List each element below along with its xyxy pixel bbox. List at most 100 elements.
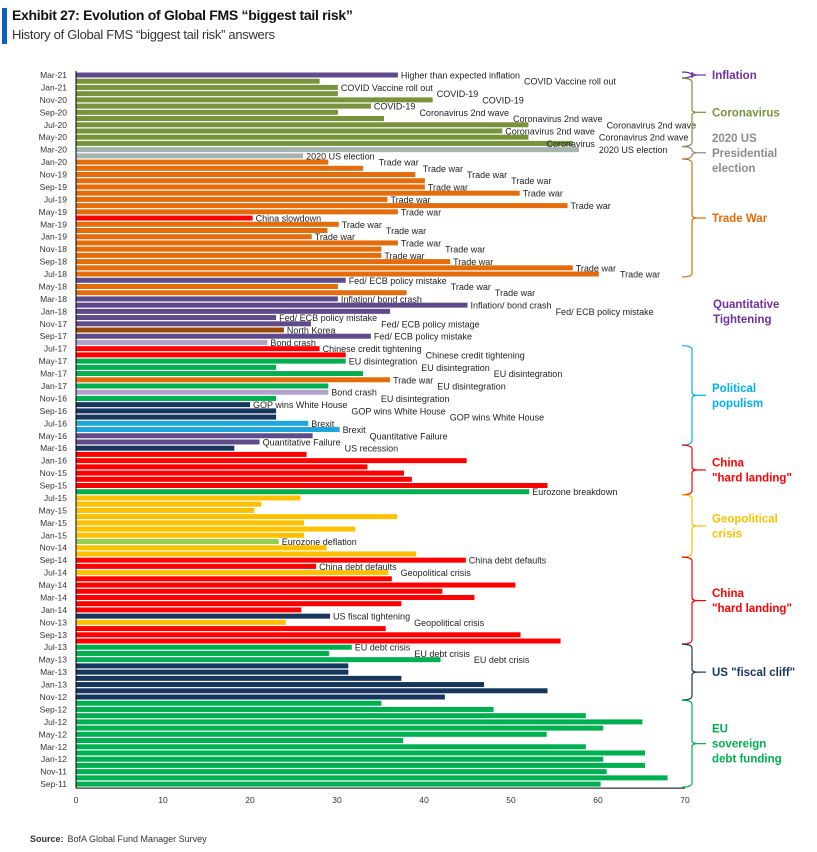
group-bracket xyxy=(681,444,699,496)
y-tick-label: Jan-14 xyxy=(41,605,67,615)
bar-dec-17 xyxy=(76,315,277,321)
bar-label: China debt defaults xyxy=(319,562,397,572)
bar-jun-18 xyxy=(76,277,346,283)
bar-label: Fed/ ECB policy mistake xyxy=(556,307,654,317)
y-tick-label: Jul-18 xyxy=(44,269,67,279)
group-label: Political xyxy=(712,383,756,395)
group-label: Geopolitical xyxy=(712,513,778,525)
bar-may-15 xyxy=(76,507,255,513)
bar-dec-15 xyxy=(76,464,368,470)
y-tick-label: Sep-16 xyxy=(40,406,68,416)
y-tick-label: Jan-12 xyxy=(41,754,67,764)
group-label: Tightening xyxy=(713,314,772,326)
bar-label: Brexit xyxy=(343,425,367,435)
group-label: EU xyxy=(712,724,728,736)
bar-aug-15 xyxy=(76,489,530,495)
bar-dec-13 xyxy=(76,613,331,619)
bar-label: Coronavirus 2nd wave xyxy=(599,133,689,143)
bar-label: Fed/ ECB policy mistake xyxy=(349,276,447,286)
bar-apr-20 xyxy=(76,140,573,146)
bar-label: COVID-19 xyxy=(482,95,524,105)
y-tick-label: Jul-14 xyxy=(44,568,67,578)
bar-dec-16 xyxy=(76,389,329,395)
bar-oct-16 xyxy=(76,402,250,408)
group-label: Inflation xyxy=(712,70,757,82)
y-tick-label: Nov-15 xyxy=(40,468,68,478)
bar-label: EU disintegration xyxy=(494,369,563,379)
bar-label: Trade war xyxy=(576,263,616,273)
bar-label: COVID Vaccine roll out xyxy=(524,77,616,87)
x-tick-label: 40 xyxy=(419,795,429,805)
group-bracket xyxy=(681,494,699,558)
x-tick-label: 10 xyxy=(158,795,168,805)
title-accent-bar xyxy=(2,8,7,44)
bar-label: Trade war xyxy=(453,257,493,267)
bar-oct-18 xyxy=(76,252,382,258)
y-tick-label: Jul-12 xyxy=(44,717,67,727)
bar-jul-16 xyxy=(76,420,309,426)
group-bracket xyxy=(681,699,699,788)
y-tick-label: Nov-20 xyxy=(40,95,68,105)
chart-title: Exhibit 27: Evolution of Global FMS “big… xyxy=(12,7,353,23)
bar-label: Brexit xyxy=(311,419,335,429)
y-tick-label: Nov-18 xyxy=(40,244,68,254)
bar-label: GOP wins White House xyxy=(351,406,445,416)
group-bracket xyxy=(681,71,699,79)
bar-nov-17 xyxy=(76,321,311,327)
bar-feb-15 xyxy=(76,526,356,532)
bar-may-20 xyxy=(76,134,529,140)
bar-dec-20 xyxy=(76,91,338,97)
y-tick-label: Sep-20 xyxy=(40,107,68,117)
bar-may-17 xyxy=(76,358,346,364)
bar-jan-13 xyxy=(76,682,485,688)
bar-nov-11 xyxy=(76,769,607,775)
group-label: Coronavirus xyxy=(712,107,780,119)
group-label: "hard landing" xyxy=(712,472,792,484)
bar-sep-17 xyxy=(76,333,371,339)
bar-aug-12 xyxy=(76,713,586,719)
y-tick-label: Jul-13 xyxy=(44,642,67,652)
bar-apr-19 xyxy=(76,215,253,221)
bar-apr-15 xyxy=(76,514,398,520)
bar-label: Eurozone deflation xyxy=(282,537,357,547)
y-tick-label: Nov-13 xyxy=(40,617,68,627)
y-tick-label: Jul-16 xyxy=(44,418,67,428)
bar-jul-17 xyxy=(76,346,320,352)
y-tick-label: Mar-14 xyxy=(40,592,67,602)
bar-sep-16 xyxy=(76,408,277,414)
y-tick-label: Sep-14 xyxy=(40,555,68,565)
y-tick-label: Jan-21 xyxy=(41,82,67,92)
bar-label: Trade war xyxy=(620,270,660,280)
bar-label: Trade war xyxy=(423,164,463,174)
bar-label: China slowdown xyxy=(256,214,322,224)
x-tick-label: 50 xyxy=(506,795,516,805)
bar-mar-20 xyxy=(76,147,579,153)
group-label: Quantitative xyxy=(713,299,779,311)
bar-may-16 xyxy=(76,433,313,439)
bar-jun-13 xyxy=(76,650,330,656)
x-tick-label: 70 xyxy=(680,795,690,805)
bar-label: Eurozone breakdown xyxy=(532,487,617,497)
bar-label: EU disintegration xyxy=(381,394,450,404)
bar-jan-14 xyxy=(76,607,302,613)
y-tick-label: Jul-20 xyxy=(44,120,67,130)
bar-label: Trade war xyxy=(379,158,419,168)
y-tick-label: Mar-15 xyxy=(40,518,67,528)
bar-nov-20 xyxy=(76,97,433,103)
bar-label: Chinese credit tightening xyxy=(426,350,525,360)
bar-label: GOP wins White House xyxy=(253,400,347,410)
bar-apr-17 xyxy=(76,364,277,370)
y-tick-label: Sep-12 xyxy=(40,704,68,714)
bar-dec-19 xyxy=(76,165,364,171)
bar-sep-19 xyxy=(76,184,425,190)
bar-sep-15 xyxy=(76,483,548,489)
bar-oct-12 xyxy=(76,700,382,706)
y-tick-label: Mar-19 xyxy=(40,219,67,229)
source-label: Source: xyxy=(30,834,64,844)
bar-label: Quantitative Failure xyxy=(263,437,341,447)
bar-aug-17 xyxy=(76,339,268,345)
bar-label: COVID-19 xyxy=(374,102,416,112)
y-tick-label: Jan-15 xyxy=(41,530,67,540)
bar-label: Bond crash xyxy=(331,388,377,398)
bar-label: Coronavirus 2nd wave xyxy=(513,114,603,124)
